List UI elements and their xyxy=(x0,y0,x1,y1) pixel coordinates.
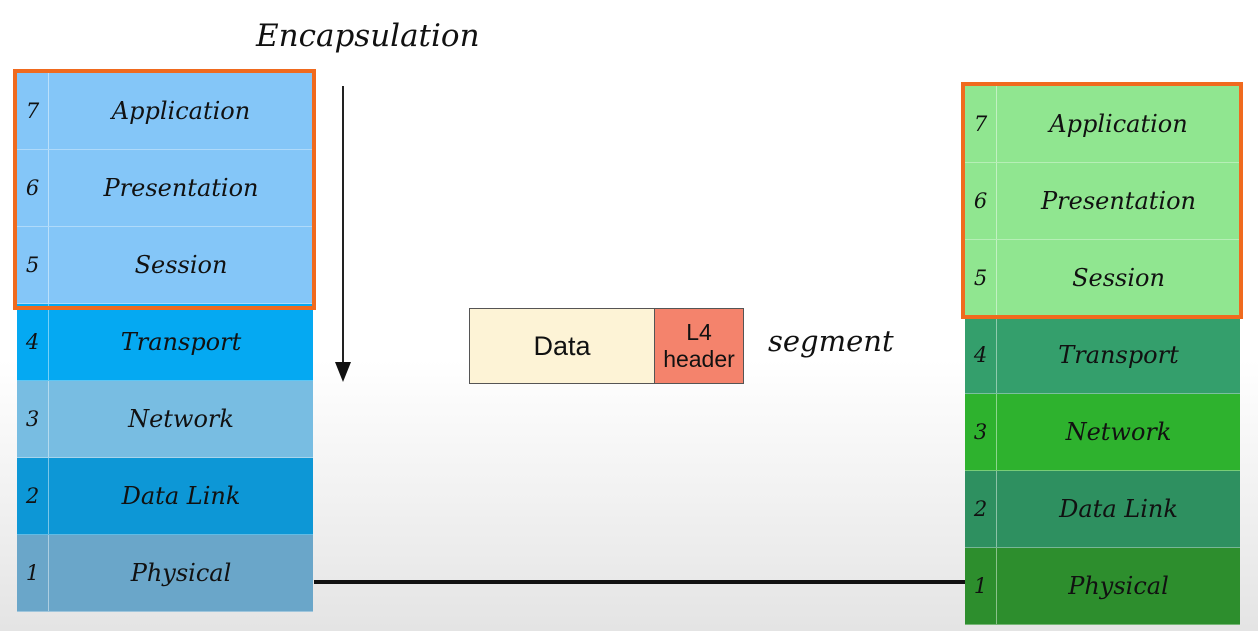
layer-number: 6 xyxy=(965,163,997,239)
layer-name: Data Link xyxy=(121,482,241,510)
sender-layer-6: 6 Presentation xyxy=(17,150,313,227)
sender-layer-1: 1 Physical xyxy=(17,535,313,612)
layer-number: 5 xyxy=(17,227,49,303)
layer-number: 7 xyxy=(17,73,49,149)
receiver-layer-7: 7 Application xyxy=(965,86,1240,163)
physical-link-cable xyxy=(314,580,965,584)
sender-layer-7: 7 Application xyxy=(17,73,313,150)
layer-name: Physical xyxy=(1068,572,1169,600)
pdu-l4-header-block: L4 header xyxy=(655,308,744,384)
receiver-layer-3: 3 Network xyxy=(965,394,1240,471)
layer-number: 6 xyxy=(17,150,49,226)
layer-number: 2 xyxy=(965,471,997,547)
layer-name: Application xyxy=(1049,110,1188,138)
pdu-name-label: segment xyxy=(768,324,894,358)
diagram-title: Encapsulation xyxy=(256,18,480,54)
layer-name: Network xyxy=(128,405,234,433)
layer-name: Transport xyxy=(120,328,242,356)
sender-layer-2: 2 Data Link xyxy=(17,458,313,535)
down-arrow-icon xyxy=(335,362,351,382)
pdu-data-block: Data xyxy=(469,308,655,384)
layer-name: Network xyxy=(1065,418,1172,446)
layer-name: Transport xyxy=(1058,341,1179,369)
sender-osi-stack: 7 Application 6 Presentation 5 Session 4 Transp… xyxy=(17,73,313,612)
pdu-header-line1: L4 xyxy=(686,319,712,345)
layer-name: Presentation xyxy=(1041,187,1196,215)
encapsulation-arrow-shaft xyxy=(342,86,344,366)
layer-number: 3 xyxy=(17,381,49,457)
layer-name: Physical xyxy=(130,559,232,587)
layer-name: Presentation xyxy=(103,174,259,202)
layer-number: 1 xyxy=(965,548,997,624)
sender-layer-4: 4 Transport xyxy=(17,304,313,381)
layer-number: 7 xyxy=(965,86,997,162)
layer-number: 4 xyxy=(17,304,49,380)
layer-name: Data Link xyxy=(1059,495,1178,523)
layer-name: Session xyxy=(134,251,228,279)
sender-layer-3: 3 Network xyxy=(17,381,313,458)
segment-pdu: Data L4 header xyxy=(469,308,744,384)
sender-layer-5: 5 Session xyxy=(17,227,313,304)
receiver-layer-6: 6 Presentation xyxy=(965,163,1240,240)
layer-number: 1 xyxy=(17,535,49,611)
receiver-layer-5: 5 Session xyxy=(965,240,1240,317)
layer-number: 2 xyxy=(17,458,49,534)
receiver-layer-1: 1 Physical xyxy=(965,548,1240,625)
receiver-osi-stack: 7 Application 6 Presentation 5 Session 4 Transp… xyxy=(965,86,1240,625)
receiver-layer-2: 2 Data Link xyxy=(965,471,1240,548)
receiver-layer-4: 4 Transport xyxy=(965,317,1240,394)
pdu-header-line2: header xyxy=(663,346,735,372)
layer-number: 3 xyxy=(965,394,997,470)
layer-number: 4 xyxy=(965,317,997,393)
layer-number: 5 xyxy=(965,240,997,316)
layer-name: Session xyxy=(1072,264,1165,292)
layer-name: Application xyxy=(111,97,251,125)
